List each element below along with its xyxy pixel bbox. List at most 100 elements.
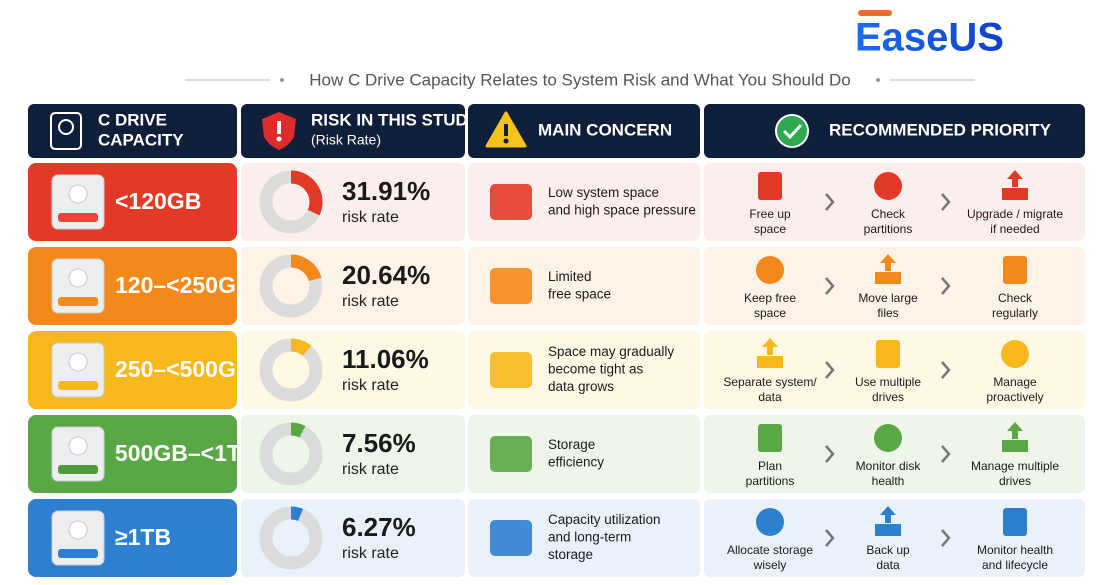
- logo-mark: [858, 10, 892, 16]
- drive-icon: [58, 549, 98, 558]
- action-text: proactively: [986, 390, 1043, 404]
- risk-caption: risk rate: [342, 377, 399, 394]
- header-title: CAPACITY: [98, 130, 184, 149]
- priority-cell: [704, 499, 1085, 577]
- concern-cell: [468, 415, 700, 493]
- header-title: RECOMMENDED PRIORITY: [829, 120, 1052, 139]
- header-icon: [782, 123, 803, 140]
- dot: [280, 78, 284, 82]
- header-icon: [775, 114, 809, 148]
- concern-cell: [468, 331, 700, 409]
- action-text: data: [876, 558, 900, 572]
- capacity-label: <120GB: [115, 188, 201, 214]
- concern-icon: [490, 352, 532, 388]
- concern-text: Limited: [548, 269, 592, 284]
- priority-cell: [704, 247, 1085, 325]
- action-text: partitions: [746, 474, 795, 488]
- header-cell: [468, 104, 700, 158]
- capacity-label: 120–<250GB: [115, 272, 252, 298]
- donut-arc: [259, 338, 323, 402]
- dot: [876, 78, 880, 82]
- action-text: Monitor disk: [856, 459, 922, 473]
- action-text: Use multiple: [855, 375, 921, 389]
- action-text: regularly: [992, 306, 1038, 320]
- action-icon: [758, 172, 782, 200]
- priority-cell: [704, 163, 1085, 241]
- risk-caption: risk rate: [342, 545, 399, 562]
- action-text: Allocate storage: [727, 543, 813, 557]
- action-icon: [874, 424, 902, 452]
- drive-icon: [58, 213, 98, 222]
- header-cell: [241, 104, 465, 158]
- risk-caption: risk rate: [342, 293, 399, 310]
- risk-percent: 31.91%: [342, 176, 430, 206]
- drive-icon: [58, 381, 98, 390]
- drive-icon: [68, 520, 88, 540]
- drive-icon: [68, 352, 88, 372]
- action-icon: [874, 172, 902, 200]
- drive-icon: [68, 436, 88, 456]
- action-icon: [756, 256, 784, 284]
- action-icon: [1003, 256, 1027, 284]
- chevron: [941, 277, 951, 295]
- action-text: Manage multiple: [971, 459, 1059, 473]
- header-icon: [58, 119, 74, 135]
- header-icon: [504, 124, 508, 136]
- action-icon: [1002, 422, 1028, 452]
- brand-logo: EaseUS: [855, 16, 1004, 60]
- concern-text: Capacity utilization: [548, 512, 661, 527]
- action-text: health: [872, 474, 905, 488]
- header-subtitle: (Risk Rate): [311, 132, 381, 148]
- capacity-label: 500GB–<1TB: [115, 440, 258, 466]
- action-text: Upgrade / migrate: [967, 207, 1063, 221]
- concern-text: free space: [548, 286, 611, 301]
- drive-icon: [58, 297, 98, 306]
- concern-icon: [490, 520, 532, 556]
- concern-icon: [490, 184, 532, 220]
- action-text: Back up: [866, 543, 910, 557]
- action-text: Move large: [858, 291, 918, 305]
- risk-caption: risk rate: [342, 461, 399, 478]
- concern-text: efficiency: [548, 454, 604, 469]
- chevron: [941, 361, 951, 379]
- header-icon: [503, 138, 509, 144]
- action-icon: [1003, 508, 1027, 536]
- risk-percent: 11.06%: [342, 344, 429, 374]
- action-icon: [757, 338, 783, 368]
- concern-text: and long-term: [548, 530, 631, 545]
- drive-icon: [58, 465, 98, 474]
- capacity-label: 250–<500GB: [115, 356, 252, 382]
- concern-icon: [490, 436, 532, 472]
- action-text: Check: [998, 291, 1033, 305]
- action-text: drives: [999, 474, 1031, 488]
- concern-text: and high space pressure: [548, 202, 696, 217]
- chevron: [825, 529, 835, 547]
- action-text: partitions: [864, 222, 913, 236]
- concern-text: Storage: [548, 437, 595, 452]
- header-title: RISK IN THIS STUDY: [311, 110, 480, 129]
- drive-icon: [68, 184, 88, 204]
- header-icon: [277, 121, 281, 134]
- donut-arc: [259, 422, 323, 486]
- action-icon: [1002, 170, 1028, 200]
- action-text: Plan: [758, 459, 782, 473]
- action-text: drives: [872, 390, 904, 404]
- action-text: space: [754, 306, 786, 320]
- action-text: space: [754, 222, 786, 236]
- action-text: wisely: [753, 558, 787, 572]
- chevron: [941, 529, 951, 547]
- action-text: Check: [871, 207, 906, 221]
- action-icon: [876, 340, 900, 368]
- action-text: files: [877, 306, 898, 320]
- priority-cell: [704, 415, 1085, 493]
- action-text: Free up: [749, 207, 791, 221]
- risk-percent: 20.64%: [342, 260, 430, 290]
- risk-percent: 7.56%: [342, 428, 416, 458]
- donut-arc: [259, 506, 323, 570]
- action-icon: [875, 254, 901, 284]
- header-icon: [50, 112, 82, 150]
- donut-arc: [259, 254, 323, 318]
- action-icon: [758, 424, 782, 452]
- action-text: Monitor health: [977, 543, 1053, 557]
